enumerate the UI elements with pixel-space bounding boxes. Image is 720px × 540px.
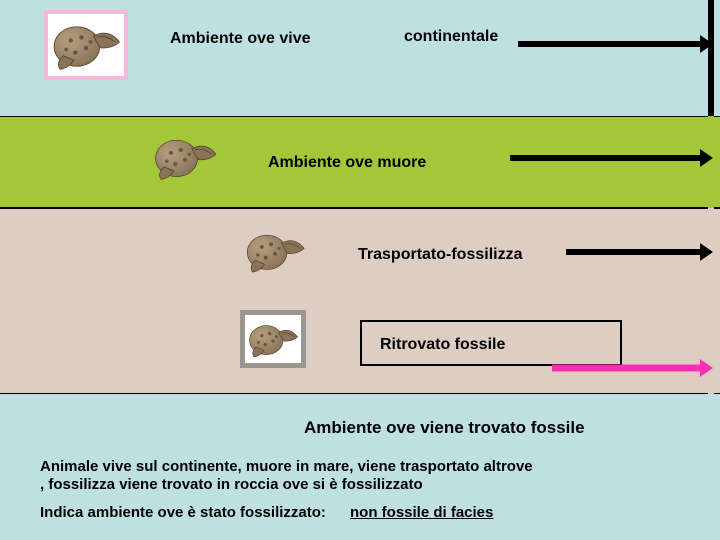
label-muore: Ambiente ove muore bbox=[268, 154, 426, 172]
arrow-a3 bbox=[566, 240, 714, 264]
arrow-a1 bbox=[518, 32, 714, 56]
right-bar bbox=[708, 0, 714, 116]
label-body2: , fossilizza viene trovato in roccia ove… bbox=[40, 476, 423, 493]
label-vive: Ambiente ove vive bbox=[170, 30, 311, 48]
arrow-a4 bbox=[552, 356, 714, 380]
label-trasportato: Trasportato-fossilizza bbox=[358, 246, 522, 264]
label-continentale: continentale bbox=[404, 28, 498, 46]
shell-s2 bbox=[150, 128, 220, 186]
shell-s1 bbox=[44, 10, 128, 80]
label-body3_b: non fossile di facies bbox=[350, 504, 493, 521]
arrow-a2 bbox=[510, 146, 714, 170]
label-ambiente_trovato: Ambiente ove viene trovato fossile bbox=[304, 418, 585, 438]
shell-s3 bbox=[242, 222, 308, 280]
label-body1: Animale vive sul continente, muore in ma… bbox=[40, 458, 533, 475]
label-ritrovato: Ritrovato fossile bbox=[380, 336, 505, 354]
label-body3_a: Indica ambiente ove è stato fossilizzato… bbox=[40, 504, 326, 521]
shell-s4 bbox=[240, 310, 306, 368]
